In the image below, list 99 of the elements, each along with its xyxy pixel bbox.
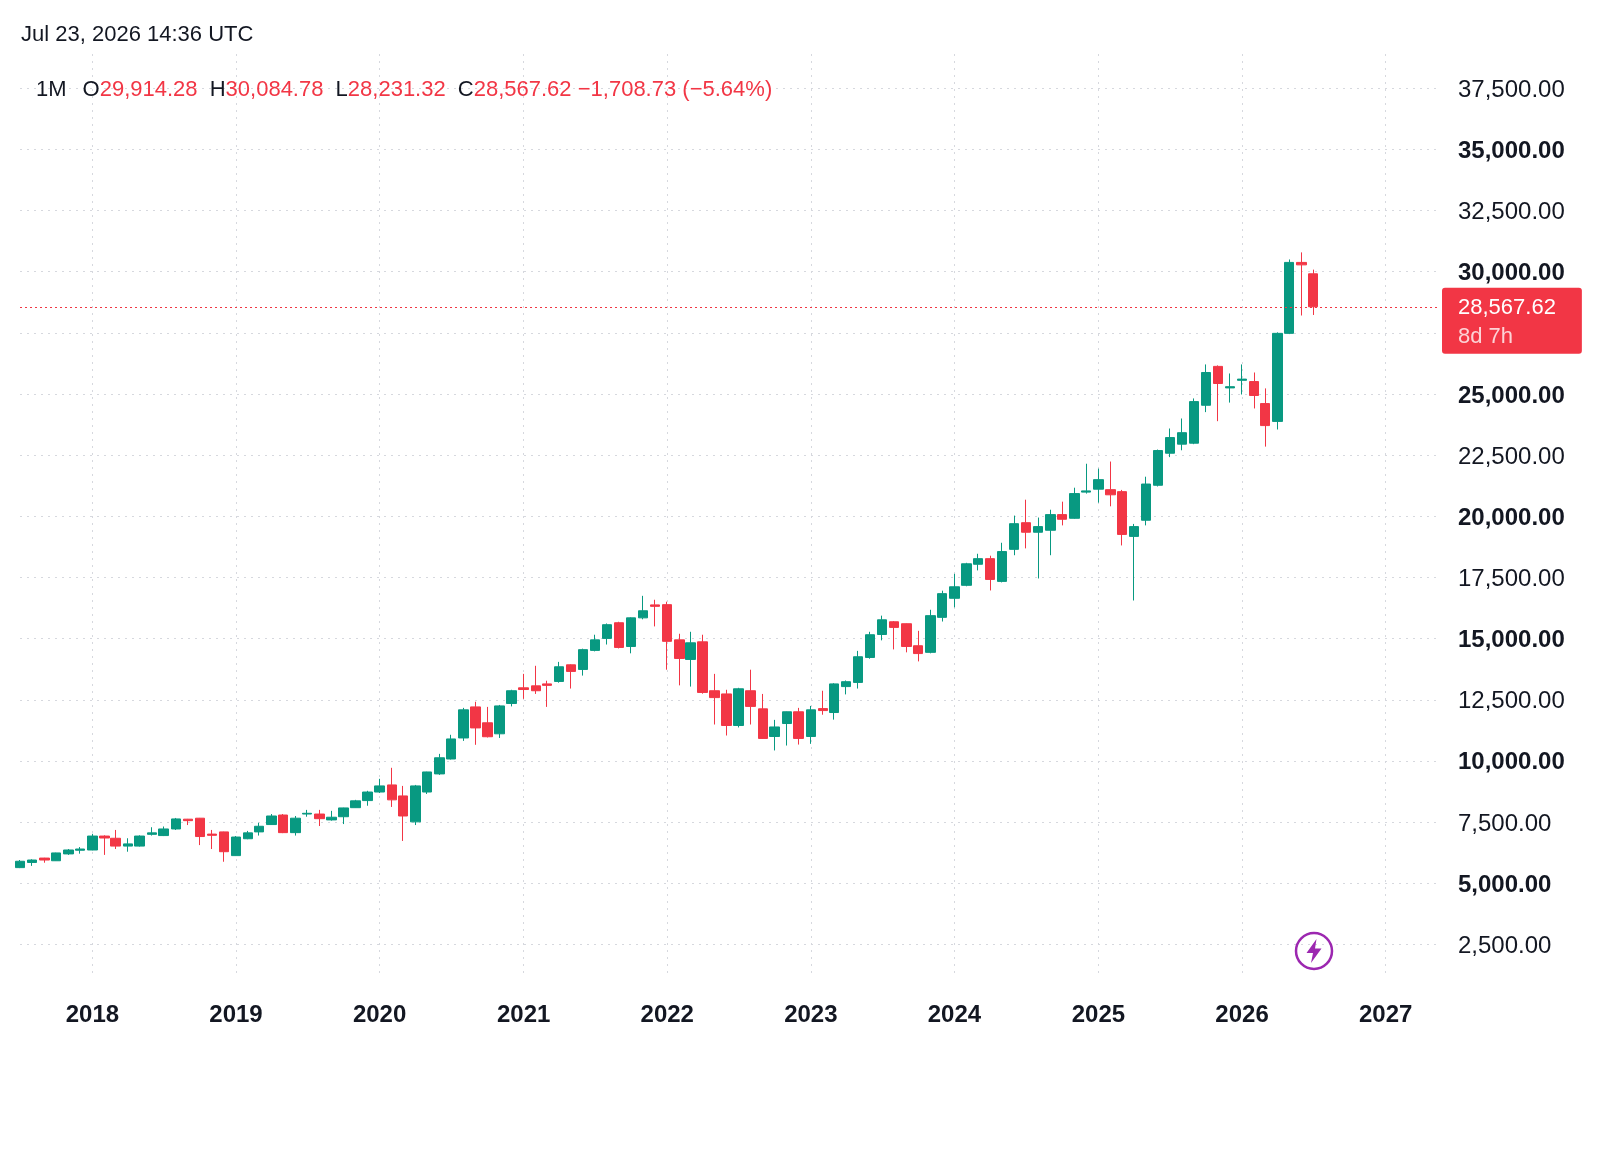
candlestick bbox=[685, 631, 696, 688]
candlestick bbox=[745, 669, 756, 726]
text: O29,914.28 H30,084.78 L28,231.32 C28,567.62 −1,708.73 (−5.64%) bbox=[82, 76, 773, 101]
candlestick bbox=[806, 705, 816, 745]
candlestick bbox=[171, 817, 181, 831]
y-tick-label: 25,000.00 bbox=[1458, 380, 1565, 408]
candlestick bbox=[278, 813, 288, 834]
candlestick bbox=[1153, 449, 1163, 487]
candlestick bbox=[290, 815, 301, 837]
candlestick bbox=[758, 693, 768, 740]
candlestick bbox=[458, 707, 469, 742]
y-tick-label: 22,500.00 bbox=[1458, 441, 1565, 469]
candlestick bbox=[638, 595, 648, 620]
candlestick bbox=[1009, 515, 1019, 556]
ref-line-label: 28,567.62 bbox=[1458, 293, 1556, 319]
candlestick bbox=[829, 682, 839, 721]
candlestick bbox=[554, 661, 564, 684]
candlestick bbox=[590, 634, 600, 652]
candlestick bbox=[518, 673, 529, 700]
candlestick bbox=[566, 663, 576, 690]
candlestick bbox=[1057, 501, 1067, 526]
candlestick bbox=[51, 852, 61, 862]
candlestick bbox=[650, 599, 660, 627]
candlestick bbox=[949, 573, 960, 608]
y-tick-label: 7,500.00 bbox=[1458, 808, 1552, 836]
candlestick bbox=[1093, 468, 1104, 504]
x-tick-label: 2026 bbox=[1215, 999, 1269, 1027]
candlestick bbox=[15, 859, 25, 869]
candlestick bbox=[1081, 463, 1091, 495]
candlestick bbox=[853, 650, 863, 690]
y-tick-label: 32,500.00 bbox=[1458, 197, 1565, 225]
x-tick-label: 2024 bbox=[927, 999, 982, 1027]
y-tick-label: 17,500.00 bbox=[1458, 563, 1565, 591]
candlestick bbox=[1045, 509, 1056, 556]
x-tick-label: 2020 bbox=[352, 999, 407, 1027]
y-tick-label: 30,000.00 bbox=[1458, 258, 1565, 286]
candlestick bbox=[314, 809, 325, 827]
candlestick bbox=[1260, 387, 1270, 448]
candlestick bbox=[1165, 428, 1175, 458]
candlestick bbox=[207, 829, 217, 850]
text: 1M bbox=[36, 76, 67, 102]
text: 8d 7h bbox=[1458, 322, 1514, 348]
candlestick bbox=[733, 687, 744, 728]
candlestick bbox=[877, 615, 887, 641]
candlestick bbox=[841, 679, 851, 695]
candlestick bbox=[1213, 364, 1223, 422]
x-tick-label: 2021 bbox=[496, 999, 551, 1027]
candlestick bbox=[614, 621, 624, 649]
candlestick bbox=[1069, 487, 1080, 520]
x-tick-label: 2025 bbox=[1071, 999, 1126, 1027]
x-tick-label: 2027 bbox=[1358, 999, 1413, 1027]
candlestick bbox=[602, 622, 612, 646]
candlestick bbox=[183, 818, 193, 826]
candlestick bbox=[662, 601, 672, 671]
candlestick bbox=[1177, 417, 1187, 451]
candlestick bbox=[87, 833, 98, 851]
candlestick bbox=[1237, 363, 1247, 396]
candlestick bbox=[1249, 372, 1259, 409]
y-tick-label: 20,000.00 bbox=[1458, 502, 1565, 530]
x-tick-label: 2023 bbox=[784, 999, 838, 1027]
candlestick bbox=[326, 810, 337, 822]
candlestick bbox=[1129, 523, 1139, 601]
candlestick bbox=[782, 711, 792, 747]
text: Jul 23, 2026 14:36 UTC bbox=[21, 20, 254, 46]
y-tick-label: 12,500.00 bbox=[1458, 686, 1565, 714]
x-tick-label: 2022 bbox=[640, 999, 694, 1027]
y-tick-label: 35,000.00 bbox=[1458, 135, 1565, 163]
candlestick bbox=[494, 704, 505, 739]
candlestick bbox=[39, 857, 50, 864]
candlestick bbox=[865, 631, 875, 660]
candlestick bbox=[1021, 499, 1031, 549]
y-tick-label: 37,500.00 bbox=[1458, 74, 1565, 102]
candlestick bbox=[674, 633, 685, 686]
candlestick bbox=[266, 813, 277, 826]
candlestick bbox=[997, 542, 1007, 583]
candlestick bbox=[1225, 372, 1235, 404]
candlestick bbox=[195, 817, 205, 846]
candlestick bbox=[506, 689, 517, 707]
candlestick bbox=[231, 835, 241, 857]
candlestick bbox=[1033, 517, 1043, 579]
candlestick bbox=[1201, 363, 1211, 413]
y-tick-label: 2,500.00 bbox=[1458, 930, 1552, 958]
y-tick-label: 5,000.00 bbox=[1458, 869, 1552, 897]
candlestick bbox=[793, 707, 804, 746]
candlestick bbox=[626, 616, 636, 654]
candlestick bbox=[27, 858, 37, 867]
x-tick-label: 2019 bbox=[209, 999, 263, 1027]
candlestick bbox=[769, 719, 780, 751]
candlestick bbox=[219, 831, 229, 863]
candlestick bbox=[889, 620, 899, 650]
y-tick-label: 15,000.00 bbox=[1458, 625, 1565, 653]
candlestick bbox=[1141, 476, 1151, 526]
candlestick bbox=[302, 809, 312, 818]
x-tick-label: 2018 bbox=[65, 999, 120, 1027]
candlestick bbox=[985, 555, 995, 591]
candlestick bbox=[818, 690, 828, 716]
candlestick bbox=[578, 648, 588, 677]
y-tick-label: 10,000.00 bbox=[1458, 747, 1565, 775]
candlestick bbox=[1189, 397, 1199, 445]
